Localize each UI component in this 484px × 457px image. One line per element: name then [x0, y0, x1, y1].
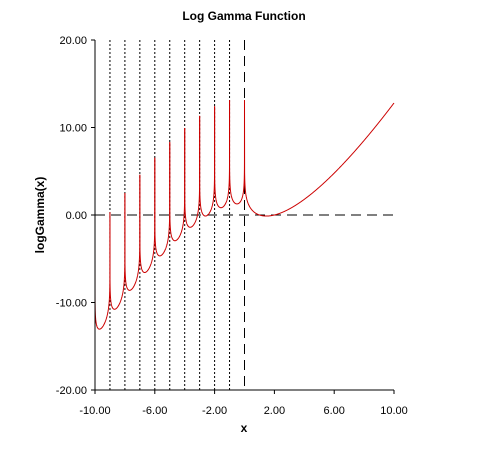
y-tick-label: 0.00: [66, 210, 87, 222]
loggamma-curve-segment: [94, 212, 111, 330]
reference-lines: [95, 40, 394, 390]
loggamma-curve-segment: [244, 100, 395, 217]
loggamma-curve-segment: [154, 142, 171, 257]
loggamma-curve-segment: [229, 100, 245, 205]
x-tick-label: -10.00: [79, 405, 110, 417]
x-tick-label: 10.00: [380, 405, 408, 417]
y-axis-label: logGamma(x): [33, 177, 47, 254]
chart-title: Log Gamma Function: [182, 9, 305, 23]
x-tick-label: 6.00: [323, 405, 344, 417]
x-axis-ticks: -10.00 -6.00 -2.00 2.00 6.00 10.00: [79, 390, 408, 417]
y-axis-ticks: 20.00 10.00 0.00 -10.00 -20.00: [56, 35, 95, 397]
x-axis-label: x: [241, 421, 248, 435]
loggamma-curve-segment: [139, 157, 156, 274]
loggamma-curve-segment: [169, 127, 186, 242]
y-tick-label: 10.00: [59, 123, 87, 135]
y-tick-label: -10.00: [56, 298, 87, 310]
loggamma-curve-segment: [184, 115, 201, 228]
loggamma-curve-segment: [124, 174, 141, 291]
y-tick-label: -20.00: [56, 385, 87, 397]
series-loggamma: [94, 100, 395, 330]
loggamma-curve-segment: [199, 106, 216, 217]
loggamma-curve-segment: [109, 192, 126, 310]
loggamma-curve-segment: [214, 100, 231, 209]
x-tick-label: 2.00: [264, 405, 285, 417]
x-tick-label: -6.00: [142, 405, 167, 417]
x-tick-label: -2.00: [202, 405, 227, 417]
y-tick-label: 20.00: [59, 35, 87, 47]
